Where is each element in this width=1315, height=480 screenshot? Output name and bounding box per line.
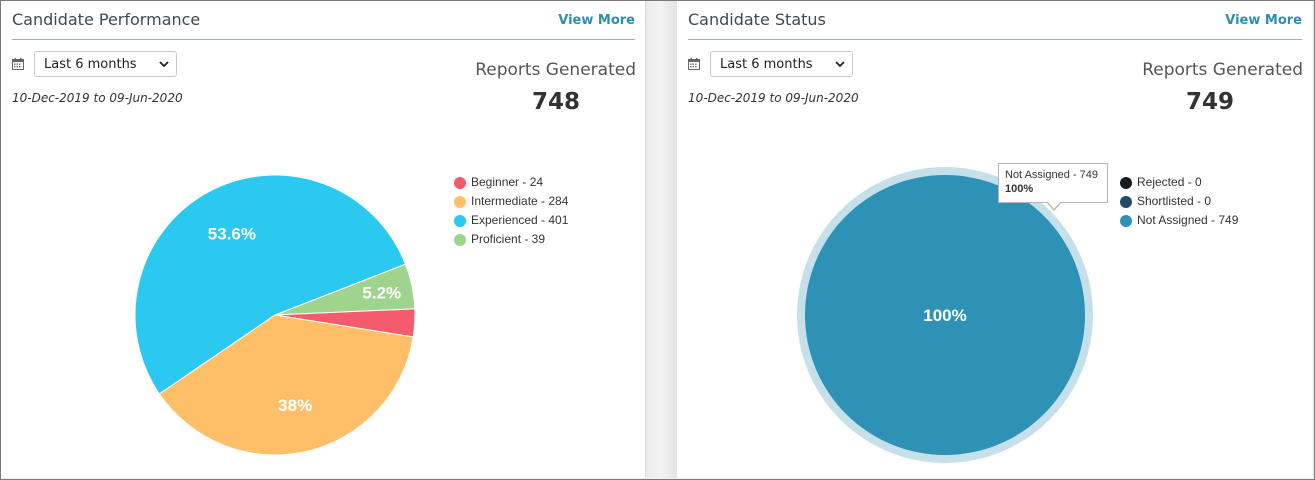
pie-slice-experienced[interactable]	[134, 174, 407, 395]
legend-label: Intermediate - 284	[471, 194, 569, 208]
legend-marker	[1120, 177, 1132, 189]
title-divider	[688, 39, 1302, 40]
view-more-link[interactable]: View More	[1225, 13, 1302, 28]
date-range-select[interactable]: Last 6 months	[34, 51, 177, 77]
reports-generated-label: Reports Generated	[475, 60, 636, 80]
legend-label: Shortlisted - 0	[1137, 194, 1212, 208]
reports-generated-label: Reports Generated	[1142, 60, 1303, 80]
pie-slice-not-assigned[interactable]	[805, 175, 1085, 455]
title-divider	[12, 39, 635, 40]
candidate-status-panel: Candidate Status View More Last 6 months…	[677, 1, 1312, 478]
tooltip-arrow-fill	[1047, 201, 1061, 209]
chart-tooltip: Not Assigned - 749 100%	[998, 163, 1108, 203]
legend-marker	[454, 177, 466, 189]
legend-marker	[454, 215, 466, 227]
calendar-icon	[12, 58, 24, 70]
date-range-text: 10-Dec-2019 to 09-Jun-2020	[688, 91, 859, 105]
date-range-text: 10-Dec-2019 to 09-Jun-2020	[12, 91, 183, 105]
calendar-icon	[688, 58, 700, 70]
legend-marker	[454, 234, 466, 246]
legend-label: Proficient - 39	[471, 232, 546, 246]
chevron-down-icon	[835, 61, 845, 68]
tooltip-series: Not Assigned - 749	[1005, 169, 1098, 181]
pie-slice-intermediate[interactable]	[158, 314, 414, 456]
legend-label: Beginner - 24	[471, 175, 544, 189]
reports-generated-value: 748	[531, 89, 580, 115]
tooltip-percent: 100%	[1005, 183, 1034, 195]
panel-gutter	[645, 1, 677, 478]
legend-marker	[1120, 196, 1132, 208]
legend-marker	[454, 196, 466, 208]
reports-generated-value: 749	[1185, 89, 1234, 115]
legend-label: Rejected - 0	[1137, 175, 1202, 189]
status-pie-chart: 100%	[797, 167, 1093, 463]
pie-label-proficient: 5.2%	[362, 284, 401, 303]
legend-label: Not Assigned - 749	[1137, 213, 1239, 227]
view-more-link[interactable]: View More	[558, 13, 635, 28]
candidate-performance-panel: Candidate Performance View More Last 6 m…	[1, 1, 645, 478]
panel-title: Candidate Performance	[12, 10, 201, 29]
date-range-select[interactable]: Last 6 months	[710, 51, 853, 77]
panel-title: Candidate Status	[688, 10, 826, 29]
legend-label: Experienced - 401	[471, 213, 569, 227]
legend-marker	[1120, 215, 1132, 227]
date-range-select-value: Last 6 months	[44, 57, 137, 72]
pie-label-intermediate: 38%	[278, 396, 312, 415]
pie-label-not-assigned: 100%	[923, 306, 966, 325]
date-range-select-value: Last 6 months	[720, 57, 813, 72]
performance-pie-chart: 5.2% 38% 53.6%	[134, 174, 416, 456]
chevron-down-icon	[159, 61, 169, 68]
pie-label-experienced: 53.6%	[208, 224, 256, 243]
